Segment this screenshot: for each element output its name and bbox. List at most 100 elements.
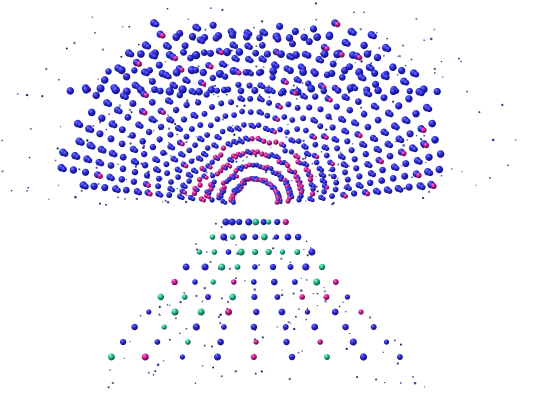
speck: [281, 289, 283, 291]
speck: [225, 93, 228, 96]
speck: [142, 146, 145, 149]
sphere: [96, 130, 104, 138]
sphere: [365, 191, 371, 197]
sphere: [183, 133, 190, 140]
speck: [292, 292, 295, 295]
sphere: [347, 186, 352, 192]
speck: [169, 304, 171, 307]
sphere: [240, 140, 245, 145]
speck: [97, 78, 99, 80]
sphere: [237, 87, 245, 95]
sphere: [196, 249, 203, 255]
sphere: [285, 163, 291, 169]
sphere: [274, 218, 281, 226]
speck: [130, 111, 133, 114]
speck: [220, 226, 223, 228]
speck: [478, 111, 481, 114]
sphere: [398, 137, 405, 144]
sphere: [412, 146, 418, 153]
speck: [152, 374, 155, 376]
speck: [270, 146, 272, 149]
speck: [281, 293, 284, 297]
speck: [153, 129, 155, 132]
speck: [303, 248, 305, 251]
sphere: [344, 138, 351, 145]
sphere: [321, 173, 327, 179]
sphere: [199, 137, 205, 143]
sphere: [142, 110, 148, 116]
speck: [294, 315, 297, 318]
sphere: [291, 27, 299, 35]
sphere: [284, 233, 292, 241]
speck: [201, 300, 204, 303]
speck: [97, 183, 100, 185]
speck: [332, 201, 335, 205]
sphere: [356, 54, 363, 61]
sphere: [330, 173, 337, 180]
sphere: [312, 93, 319, 100]
sphere: [264, 112, 271, 119]
speck: [65, 47, 68, 50]
sphere: [346, 106, 354, 114]
speck: [382, 54, 385, 57]
sphere: [130, 178, 138, 185]
sphere: [418, 90, 425, 97]
speck: [236, 105, 239, 108]
sphere: [172, 68, 181, 77]
sphere: [199, 38, 206, 45]
sphere: [250, 353, 257, 361]
speck: [203, 286, 207, 290]
sphere: [92, 91, 100, 100]
speck: [166, 303, 169, 306]
sphere: [173, 157, 179, 163]
sphere: [269, 263, 277, 271]
sphere: [323, 152, 330, 159]
sphere: [166, 44, 172, 50]
sphere: [82, 183, 89, 190]
speck: [185, 140, 188, 144]
sphere: [341, 117, 347, 123]
sphere: [233, 168, 239, 174]
sphere: [131, 67, 138, 74]
sphere: [344, 294, 351, 300]
sphere: [350, 29, 357, 37]
speck: [220, 375, 223, 378]
sphere: [383, 74, 390, 81]
sphere: [321, 196, 326, 202]
sphere: [378, 177, 386, 184]
speck: [279, 170, 282, 174]
sphere: [298, 193, 304, 199]
speck: [123, 197, 127, 200]
sphere: [261, 138, 267, 144]
sphere: [261, 57, 267, 63]
sphere: [105, 68, 112, 75]
speck: [194, 382, 197, 384]
speck: [315, 18, 318, 21]
sphere: [285, 101, 292, 108]
sphere: [205, 294, 211, 300]
sphere: [118, 176, 126, 183]
sphere: [247, 95, 254, 102]
sphere: [128, 51, 135, 58]
sphere: [270, 89, 276, 95]
sphere: [356, 173, 363, 180]
speck: [246, 156, 248, 158]
sphere: [250, 162, 256, 168]
sphere: [329, 124, 336, 131]
speck: [305, 200, 307, 202]
speck: [41, 95, 44, 98]
sphere: [86, 157, 93, 164]
speck: [302, 139, 305, 143]
sphere: [351, 190, 358, 197]
sphere: [388, 111, 394, 118]
sphere: [304, 52, 312, 59]
sphere: [260, 84, 266, 90]
speck: [16, 93, 19, 95]
speck: [293, 327, 296, 331]
sphere: [250, 323, 258, 331]
sphere: [372, 80, 380, 88]
speck: [129, 142, 132, 145]
sphere: [239, 233, 248, 241]
sphere: [252, 248, 259, 256]
speck: [261, 336, 264, 339]
